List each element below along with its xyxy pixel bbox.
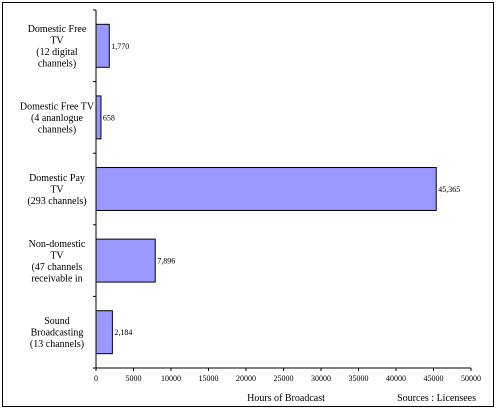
x-tick-label-5: 25000 xyxy=(274,374,294,383)
x-ticks-group: 0 5000 10000 15000 20000 25000 30000 35000 40000… xyxy=(94,368,481,383)
source-note: Sources : Licensees xyxy=(397,393,476,404)
x-tick-label-2: 10000 xyxy=(161,374,181,383)
category-label-4: Sound Broadcasting (13 channels) xyxy=(30,316,84,350)
value-label-4: 2,184 xyxy=(114,328,132,337)
x-axis-label: Hours of Broadcast xyxy=(247,393,325,404)
bar-0 xyxy=(95,23,110,68)
x-tick-label-6: 30000 xyxy=(311,374,331,383)
x-tick-label-4: 20000 xyxy=(236,374,256,383)
category-label-3: Non-domestic TV (47 channels receivable in xyxy=(29,239,86,285)
value-labels-group: 1,770 658 45,365 7,896 2,184 xyxy=(103,42,460,337)
x-tick-label-8: 40000 xyxy=(386,374,406,383)
bar-3 xyxy=(95,238,156,283)
bars-group xyxy=(95,23,437,355)
value-label-1: 658 xyxy=(103,113,115,122)
x-tick-label-0: 0 xyxy=(94,374,98,383)
x-tick-label-7: 35000 xyxy=(349,374,369,383)
bar-1 xyxy=(95,95,102,140)
value-label-0: 1,770 xyxy=(111,42,129,51)
x-tick-label-9: 45000 xyxy=(424,374,444,383)
x-tick-label-10: 50000 xyxy=(461,374,481,383)
category-label-1: Domestic Free TV (4 ananlogue channels) xyxy=(20,101,95,135)
x-tick-label-3: 15000 xyxy=(199,374,219,383)
bar-2 xyxy=(95,167,437,211)
bar-4 xyxy=(95,310,113,355)
category-labels-group: Domestic Free TV (12 digital channels) Domes… xyxy=(20,9,96,369)
value-label-2: 45,365 xyxy=(438,185,460,194)
category-label-2: Domestic Pay TV (293 channels) xyxy=(27,173,86,207)
value-label-3: 7,896 xyxy=(157,257,175,266)
x-tick-label-1: 5000 xyxy=(126,374,142,383)
category-label-0: Domestic Free TV (12 digital channels) xyxy=(28,24,87,70)
